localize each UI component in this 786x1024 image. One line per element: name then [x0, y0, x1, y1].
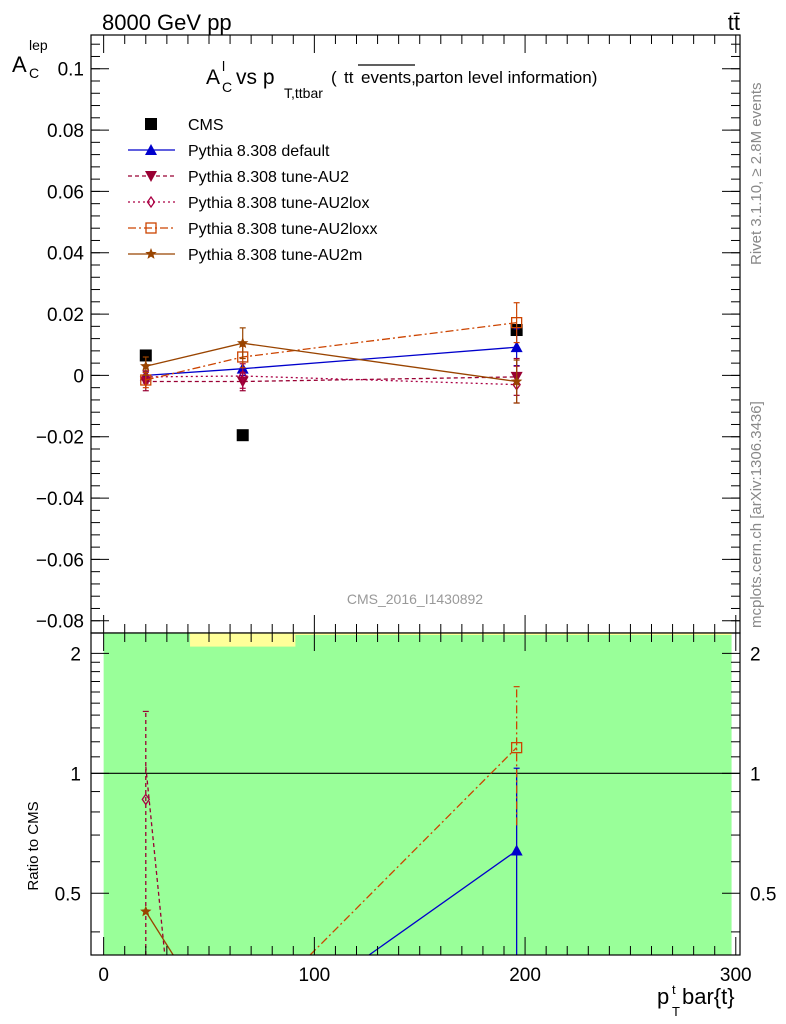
xlabel-tail: bar{t}	[682, 984, 735, 1009]
top-ytick-label: 0.06	[47, 182, 84, 203]
legend-label: Pythia 8.308 tune-AU2loxx	[188, 221, 377, 238]
data-point	[238, 369, 248, 383]
data-point	[237, 337, 249, 349]
xlabel-sub: T	[672, 1004, 680, 1019]
data-point	[236, 429, 249, 442]
ratio-ytick-label-right: 0.5	[750, 884, 776, 905]
series-pythia-8-308-tune-au2lox	[141, 363, 521, 404]
data-uncertainty-band	[295, 633, 732, 635]
data-point	[510, 341, 523, 353]
ratio-pythia-8-308-default	[368, 767, 523, 956]
series-line	[145, 346, 517, 377]
ratio-ytick-label: 1	[70, 764, 81, 785]
legend-marker	[145, 171, 157, 182]
ratio-ytick-label-right: 2	[750, 644, 761, 665]
ratio-point	[141, 793, 151, 806]
ratio-bands	[91, 633, 740, 955]
top-series	[139, 302, 523, 442]
legend-entry: Pythia 8.308 tune-AU2m	[128, 247, 362, 264]
legend-entry: Pythia 8.308 tune-AU2lox	[128, 195, 369, 212]
series-pythia-8-308-tune-au2m	[140, 327, 523, 404]
legend-marker	[145, 118, 157, 130]
xtick-label: 100	[299, 965, 331, 986]
data-point	[510, 317, 523, 329]
title-p-sub: T,ttbar	[284, 85, 323, 101]
legend-entry: Pythia 8.308 tune-AU2loxx	[128, 221, 377, 238]
legend-label: Pythia 8.308 default	[188, 143, 330, 160]
legend-marker	[145, 222, 157, 234]
top-ytick-label: 0.1	[58, 60, 84, 81]
ratio-line	[368, 850, 517, 956]
title-paren: (	[331, 68, 337, 87]
legend: CMS Pythia 8.308 default Pythia 8.308 tune…	[128, 117, 377, 264]
ratio-point	[510, 844, 523, 856]
mc-uncertainty-band	[103, 633, 732, 955]
series-cms	[139, 324, 523, 442]
ratio-line	[309, 747, 518, 956]
top-ytick-label: 0.02	[47, 305, 84, 326]
data-point	[139, 349, 152, 362]
top-ylabel-sup: lep	[29, 37, 48, 53]
xtick-label: 300	[720, 965, 752, 986]
top-ytick-label: 0.08	[47, 121, 84, 142]
title-a: A	[206, 66, 220, 89]
data-uncertainty-band	[190, 633, 296, 647]
ratio-ytick-label: 0.5	[55, 884, 81, 905]
ratio-point	[140, 905, 152, 917]
legend-label: CMS	[188, 117, 224, 134]
ratio-point	[510, 741, 523, 754]
top-ytick-label: −0.04	[36, 489, 85, 510]
data-point	[140, 360, 152, 372]
top-ylabel: A lep C	[12, 37, 48, 81]
legend-entry: Pythia 8.308 tune-AU2	[128, 169, 349, 186]
top-ylabel-main: A	[12, 52, 27, 77]
title-tt: tt	[344, 68, 354, 87]
legend-marker	[145, 144, 157, 155]
title-tail: parton level information)	[415, 68, 597, 87]
legend-entry: Pythia 8.308 default	[128, 143, 330, 160]
series-pythia-8-308-tune-au2loxx	[140, 302, 523, 389]
top-ytick-label: −0.02	[36, 428, 84, 449]
top-axes: −0.08 −0.06 −0.04 −0.02 0 0.02 0.04 0.06 0.08 0.1	[36, 34, 741, 634]
ratio-ylabel: Ratio to CMS	[25, 801, 42, 890]
title-vs: vs p	[236, 66, 275, 89]
ratio-ytick-label: 2	[70, 644, 81, 665]
top-ytick-label: 0.04	[47, 244, 84, 265]
top-ytick-label: −0.06	[36, 550, 84, 571]
analysis-id: CMS_2016_I1430892	[347, 591, 483, 607]
bottom-frame	[90, 632, 741, 956]
bottom-axes: 0.5 0.5 1 1 2 2 0 100 200 300	[55, 632, 776, 986]
ratio-ytick-label-right: 1	[750, 764, 761, 785]
header-right: tt̄	[728, 10, 740, 35]
rivet-label: Rivet 3.1.10, ≥ 2.8M events	[748, 83, 765, 266]
legend-label: Pythia 8.308 tune-AU2m	[188, 247, 362, 264]
xlabel-sup: t	[672, 982, 676, 997]
top-ylabel-sub: C	[29, 65, 39, 81]
legend-label: Pythia 8.308 tune-AU2	[188, 169, 349, 186]
main-title: A l C vs p T,ttbar ( tt events, parton l…	[206, 58, 597, 101]
title-a-sup: l	[222, 58, 225, 74]
legend-marker	[145, 248, 157, 259]
ratio-line	[145, 911, 174, 956]
legend-entry: CMS	[145, 117, 224, 134]
legend-label: Pythia 8.308 tune-AU2lox	[188, 195, 369, 212]
title-a-sub: C	[222, 79, 232, 95]
legend-marker	[146, 195, 156, 209]
top-ytick-label: 0	[73, 366, 84, 387]
ratio-pythia-8-308-tune-au2m	[140, 905, 174, 956]
ratio-pythia-8-308-tune-au2loxx	[309, 686, 523, 956]
xtick-label: 200	[509, 965, 541, 986]
ratio-series	[140, 686, 523, 956]
data-point	[510, 375, 523, 387]
xlabel: p t T bar{t}	[657, 982, 735, 1019]
header-left: 8000 GeV pp	[102, 10, 232, 35]
top-ytick-label: −0.08	[36, 612, 84, 633]
mcplots-label: mcplots.cern.ch [arXiv:1306.3436]	[748, 401, 765, 628]
xlabel-main: p	[657, 984, 669, 1009]
ratio-pythia-8-308-tune-au2lox	[141, 793, 151, 806]
title-events: events,	[361, 68, 416, 87]
xtick-label: 0	[98, 965, 109, 986]
